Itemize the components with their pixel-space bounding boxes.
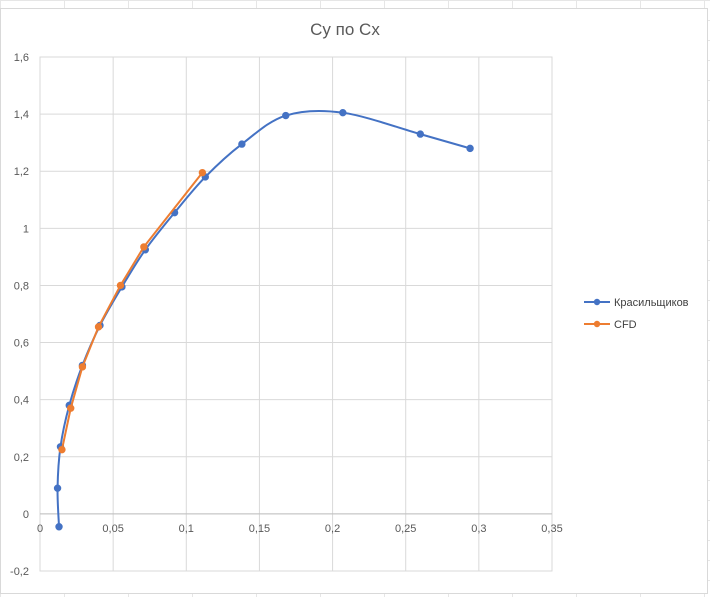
series-line xyxy=(56,109,471,527)
legend-marker xyxy=(593,298,601,306)
data-point xyxy=(466,144,474,153)
y-tick-label: 0 xyxy=(23,509,29,521)
y-tick-label: 0,2 xyxy=(14,452,29,464)
data-point xyxy=(58,445,66,454)
y-tick-label: 1,2 xyxy=(14,166,29,178)
legend-label: Красильщиков xyxy=(614,297,689,309)
data-point xyxy=(140,243,148,251)
data-point xyxy=(416,130,425,138)
y-tick-label: -0,2 xyxy=(10,566,29,578)
data-point xyxy=(78,363,87,371)
y-tick-label: 1,6 xyxy=(14,52,29,64)
x-tick-label: 0,2 xyxy=(325,523,340,535)
data-point xyxy=(94,323,103,331)
legend-label: CFD xyxy=(614,319,637,331)
x-tick-label: 0,35 xyxy=(541,523,562,535)
series-line xyxy=(60,172,204,450)
y-tick-label: 0,4 xyxy=(14,395,29,407)
chart-title: Cy по Cx xyxy=(310,20,380,39)
y-tick-label: 1,4 xyxy=(14,109,29,121)
data-point xyxy=(53,484,62,492)
data-point xyxy=(339,108,347,117)
y-tick-label: 0,8 xyxy=(14,280,29,292)
y-tick-label: 0,6 xyxy=(14,338,29,350)
y-tick-label: 1 xyxy=(23,223,29,235)
plot-area xyxy=(39,56,553,572)
x-tick-label: 0,05 xyxy=(102,523,123,535)
data-point xyxy=(116,281,125,290)
data-point xyxy=(67,404,75,412)
data-point xyxy=(55,523,63,531)
x-tick-label: 0,15 xyxy=(249,523,270,535)
data-point xyxy=(238,140,246,148)
x-tick-label: 0,1 xyxy=(179,523,194,535)
legend-marker xyxy=(593,320,601,328)
x-tick-label: 0 xyxy=(37,523,43,535)
data-point xyxy=(282,111,290,120)
x-tick-label: 0,25 xyxy=(395,523,416,535)
x-tick-label: 0,3 xyxy=(471,523,486,535)
data-point xyxy=(198,168,207,177)
